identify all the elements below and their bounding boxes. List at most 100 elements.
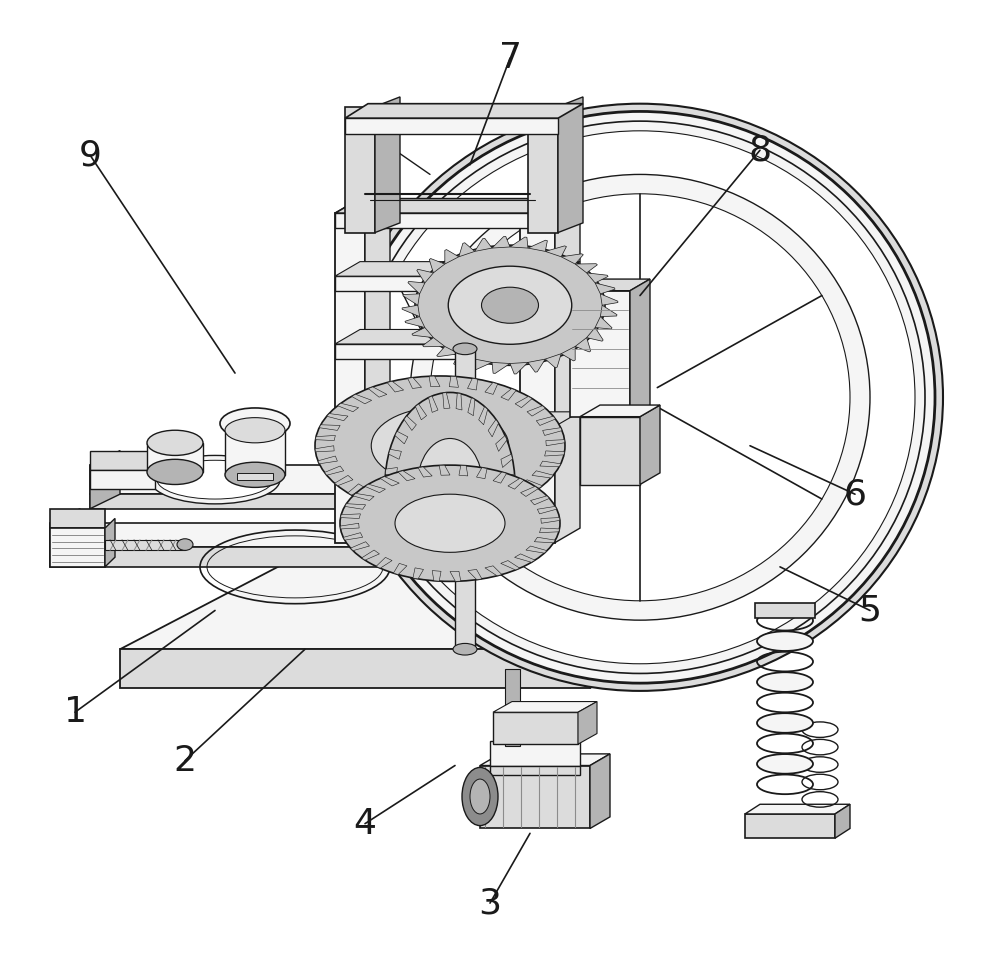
Polygon shape <box>335 329 580 344</box>
Polygon shape <box>335 412 580 426</box>
Polygon shape <box>630 279 650 417</box>
Polygon shape <box>340 523 359 529</box>
Polygon shape <box>462 556 471 573</box>
Polygon shape <box>335 276 555 291</box>
Ellipse shape <box>371 407 509 484</box>
Ellipse shape <box>355 121 925 673</box>
Polygon shape <box>595 283 615 294</box>
Polygon shape <box>558 97 583 233</box>
Polygon shape <box>570 291 630 417</box>
Text: 8: 8 <box>748 133 772 168</box>
Polygon shape <box>485 566 502 576</box>
Polygon shape <box>835 804 850 838</box>
Polygon shape <box>365 484 385 492</box>
Polygon shape <box>493 472 507 484</box>
Polygon shape <box>429 376 440 387</box>
Polygon shape <box>578 702 597 744</box>
Polygon shape <box>341 514 360 518</box>
Polygon shape <box>493 494 512 505</box>
Polygon shape <box>561 254 583 264</box>
Polygon shape <box>501 454 512 467</box>
Polygon shape <box>393 517 404 534</box>
Polygon shape <box>335 426 555 441</box>
Polygon shape <box>387 381 404 392</box>
Polygon shape <box>532 471 553 478</box>
Polygon shape <box>473 359 492 370</box>
Polygon shape <box>90 451 120 509</box>
Polygon shape <box>422 504 431 516</box>
Polygon shape <box>389 450 401 459</box>
Polygon shape <box>510 362 528 374</box>
Polygon shape <box>590 514 840 688</box>
Polygon shape <box>492 236 510 248</box>
Polygon shape <box>405 317 425 328</box>
Ellipse shape <box>415 245 605 365</box>
Polygon shape <box>508 479 524 489</box>
Polygon shape <box>335 344 555 359</box>
Polygon shape <box>570 279 650 291</box>
Ellipse shape <box>385 392 515 577</box>
Polygon shape <box>505 669 520 746</box>
Polygon shape <box>412 545 421 562</box>
Polygon shape <box>120 514 840 649</box>
Text: 1: 1 <box>64 695 87 730</box>
Polygon shape <box>534 537 555 543</box>
Polygon shape <box>492 525 505 538</box>
Polygon shape <box>521 486 538 496</box>
Polygon shape <box>600 305 617 317</box>
Polygon shape <box>520 199 580 213</box>
Polygon shape <box>105 540 185 550</box>
Polygon shape <box>362 550 379 560</box>
Polygon shape <box>382 497 395 509</box>
Polygon shape <box>418 467 432 477</box>
Polygon shape <box>90 465 380 494</box>
Text: 9: 9 <box>79 138 101 172</box>
Polygon shape <box>364 491 379 503</box>
Text: 3: 3 <box>479 886 502 921</box>
Polygon shape <box>545 246 566 257</box>
Ellipse shape <box>147 430 203 455</box>
Polygon shape <box>315 435 335 441</box>
Text: 4: 4 <box>354 806 376 841</box>
Ellipse shape <box>462 767 498 826</box>
Polygon shape <box>437 347 459 357</box>
Polygon shape <box>477 468 487 479</box>
Polygon shape <box>345 107 375 233</box>
Polygon shape <box>468 570 482 579</box>
Ellipse shape <box>757 672 813 692</box>
Polygon shape <box>587 328 603 341</box>
Polygon shape <box>343 533 363 540</box>
Polygon shape <box>485 383 498 394</box>
Polygon shape <box>225 430 285 475</box>
Polygon shape <box>335 213 365 543</box>
Polygon shape <box>475 238 492 251</box>
Polygon shape <box>351 542 369 550</box>
Polygon shape <box>90 470 155 489</box>
Ellipse shape <box>757 632 813 651</box>
Polygon shape <box>600 294 618 305</box>
Polygon shape <box>393 563 407 575</box>
Polygon shape <box>318 456 337 464</box>
Polygon shape <box>492 362 510 373</box>
Polygon shape <box>484 539 496 553</box>
Ellipse shape <box>157 460 273 499</box>
Polygon shape <box>338 403 359 412</box>
Polygon shape <box>402 502 413 514</box>
Polygon shape <box>510 237 528 248</box>
Polygon shape <box>473 549 485 565</box>
Polygon shape <box>501 389 516 400</box>
Polygon shape <box>575 264 597 273</box>
Polygon shape <box>540 528 559 533</box>
Polygon shape <box>580 417 640 484</box>
Polygon shape <box>493 712 578 744</box>
Polygon shape <box>352 394 372 404</box>
Polygon shape <box>540 461 561 467</box>
Ellipse shape <box>345 111 935 683</box>
Polygon shape <box>402 532 412 549</box>
Polygon shape <box>90 451 155 470</box>
Polygon shape <box>408 378 422 389</box>
Polygon shape <box>459 465 468 476</box>
Polygon shape <box>541 517 560 523</box>
Polygon shape <box>521 480 542 488</box>
Polygon shape <box>640 405 660 484</box>
